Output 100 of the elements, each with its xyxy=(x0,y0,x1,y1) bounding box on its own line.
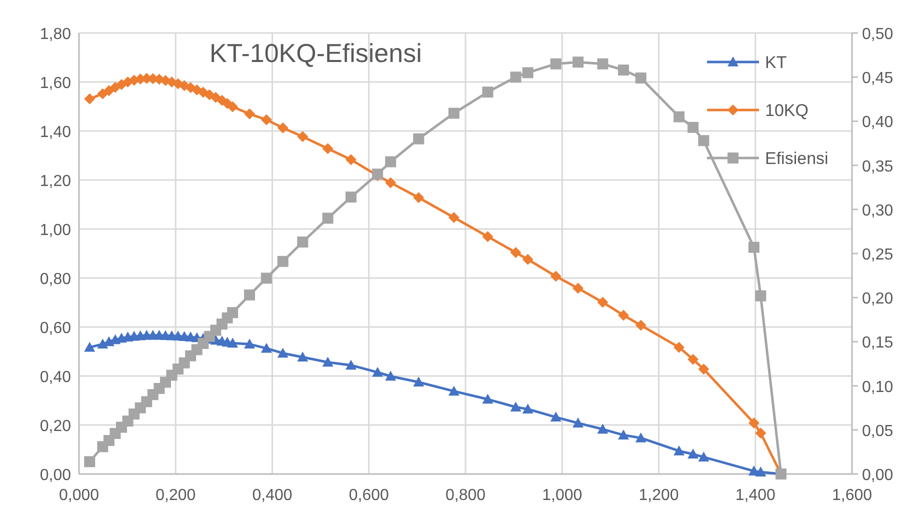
point xyxy=(103,85,114,96)
point xyxy=(755,466,766,476)
point xyxy=(244,108,256,120)
point xyxy=(572,56,584,68)
legend-label: Efisiensi xyxy=(765,149,828,168)
point xyxy=(448,386,460,396)
y-tick-label: 0,00 xyxy=(40,467,72,484)
point xyxy=(413,133,424,144)
point xyxy=(297,352,308,362)
point xyxy=(755,290,766,302)
point xyxy=(522,254,534,265)
point xyxy=(674,111,685,122)
point xyxy=(755,428,766,439)
y-tick-label: 1,40 xyxy=(40,124,72,141)
x-tick-label: 0,000 xyxy=(58,487,100,504)
point xyxy=(244,338,256,349)
point xyxy=(688,354,699,365)
point xyxy=(698,364,710,375)
point xyxy=(385,370,396,381)
point xyxy=(413,376,424,387)
x-tick-label: 0,200 xyxy=(156,487,196,504)
point xyxy=(227,101,238,112)
point xyxy=(674,342,685,353)
x-tick-label: 0,600 xyxy=(348,487,389,504)
point xyxy=(550,270,562,282)
point xyxy=(550,58,562,70)
y2-tick-label: 0,45 xyxy=(862,70,894,88)
point xyxy=(244,289,256,300)
point xyxy=(597,58,608,70)
point xyxy=(346,360,356,370)
point xyxy=(748,242,760,253)
y2-tick-label: 0,50 xyxy=(862,26,894,43)
point xyxy=(635,72,646,84)
point xyxy=(277,348,288,358)
y2-tick-label: 0,00 xyxy=(862,467,894,484)
point xyxy=(597,424,608,434)
y-tick-label: 0,60 xyxy=(40,320,72,337)
y2-tick-label: 0,35 xyxy=(862,158,894,176)
point xyxy=(322,212,334,224)
point xyxy=(84,342,96,352)
y-tick-label: 1,00 xyxy=(40,222,72,239)
y2-tick-label: 0,25 xyxy=(862,246,894,264)
point xyxy=(322,356,334,367)
point xyxy=(297,236,308,248)
point xyxy=(698,135,710,146)
y2-tick-label: 0,20 xyxy=(862,290,894,308)
point xyxy=(97,338,108,349)
point xyxy=(510,247,522,258)
point xyxy=(572,282,584,294)
y-tick-label: 0,40 xyxy=(40,369,72,386)
point xyxy=(482,394,494,404)
x-tick-label: 1,400 xyxy=(735,487,776,504)
y2-tick-label: 0,10 xyxy=(862,378,894,396)
y-tick-label: 0,20 xyxy=(40,418,72,435)
point xyxy=(698,452,710,462)
point xyxy=(618,430,629,440)
point xyxy=(297,131,308,142)
point xyxy=(674,445,685,456)
y2-tick-label: 0,40 xyxy=(862,114,894,132)
point xyxy=(618,310,629,321)
point xyxy=(635,320,646,331)
x-tick-label: 1,200 xyxy=(638,487,679,504)
point xyxy=(227,307,238,318)
point xyxy=(510,402,522,412)
point xyxy=(748,418,760,429)
point xyxy=(84,93,96,104)
point xyxy=(448,108,460,119)
point xyxy=(635,432,646,442)
y2-tick-label: 0,15 xyxy=(862,334,894,352)
point xyxy=(618,64,629,76)
point xyxy=(277,122,288,134)
point xyxy=(688,448,699,459)
point xyxy=(227,338,238,348)
x-tick-label: 1,000 xyxy=(542,487,582,504)
point xyxy=(97,88,108,100)
legend-label: KT xyxy=(765,53,787,72)
legend-label: 10KQ xyxy=(765,101,808,120)
y2-tick-label: 0,30 xyxy=(862,202,894,220)
y-tick-label: 1,20 xyxy=(40,173,72,190)
y-tick-label: 1,80 xyxy=(40,26,72,43)
chart-title: KT-10KQ-Efisiensi xyxy=(209,38,422,68)
point xyxy=(482,231,494,242)
point xyxy=(372,366,384,377)
point xyxy=(110,82,121,93)
point xyxy=(413,192,424,204)
x-tick-label: 0,800 xyxy=(445,487,486,504)
point xyxy=(322,143,334,154)
point xyxy=(448,212,460,223)
point xyxy=(510,72,522,83)
y2-tick-label: 0,05 xyxy=(862,422,894,440)
point xyxy=(260,272,272,284)
point xyxy=(522,67,534,78)
y-tick-label: 0,80 xyxy=(40,271,72,288)
point xyxy=(522,404,534,414)
point xyxy=(346,192,356,203)
point xyxy=(260,342,272,353)
point xyxy=(572,418,584,428)
point xyxy=(482,86,494,98)
point xyxy=(346,154,356,166)
point xyxy=(385,156,396,168)
